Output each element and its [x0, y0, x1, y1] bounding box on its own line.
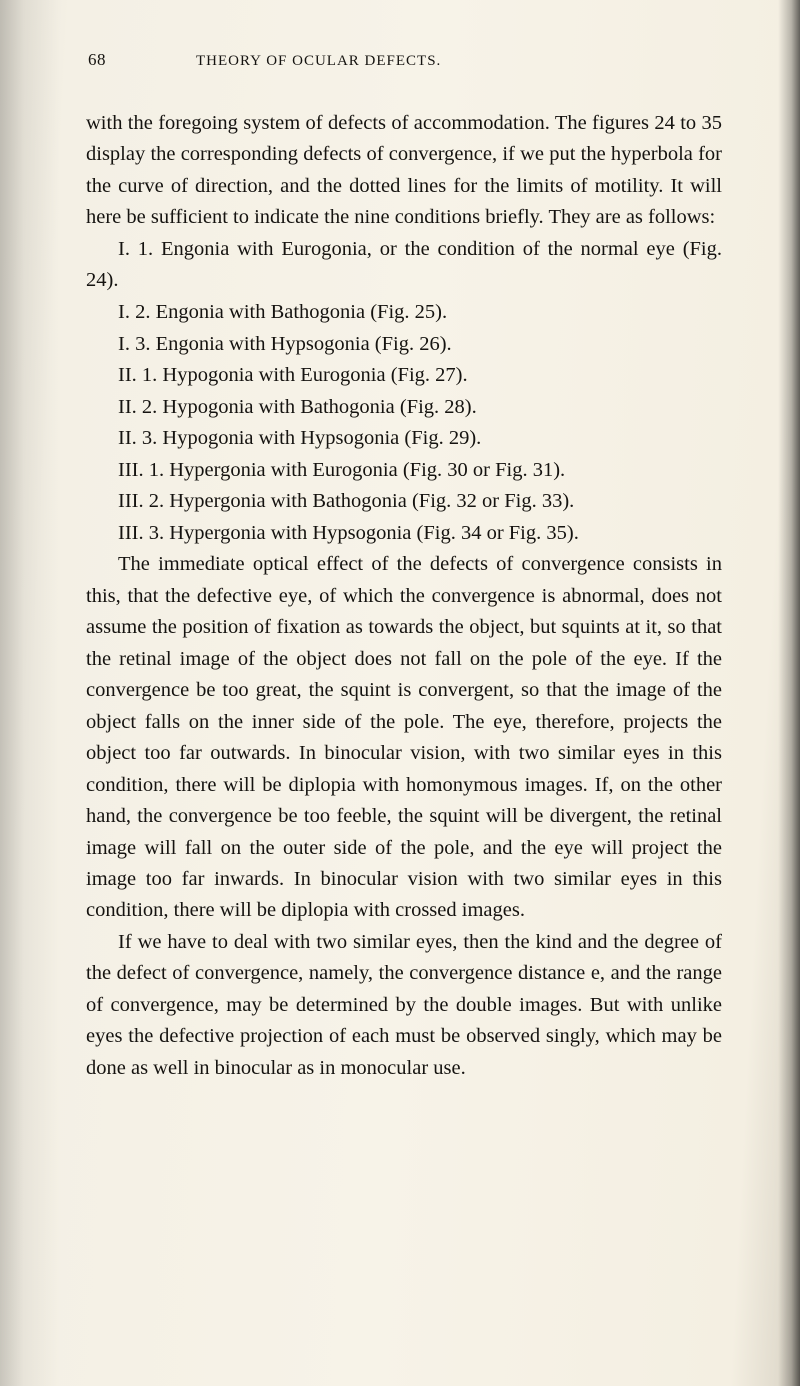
list-item-i-2: I. 2. Engonia with Bathogonia (Fig. 25).: [86, 297, 722, 329]
list-item-iii-2: III. 2. Hypergonia with Bathogonia (Fig.…: [86, 486, 722, 518]
paragraph-similar-eyes: If we have to deal with two similar eyes…: [86, 927, 722, 1084]
conditions-list: I. 1. Engonia with Eurogonia, or the con…: [86, 234, 722, 550]
paragraph-intro: with the foregoing system of defects of …: [86, 108, 722, 234]
list-item-ii-2: II. 2. Hypogonia with Bathogonia (Fig. 2…: [86, 392, 722, 424]
list-item-ii-3: II. 3. Hypogonia with Hypsogonia (Fig. 2…: [86, 423, 722, 455]
page-number: 68: [88, 50, 106, 70]
running-head: 68 THEORY OF OCULAR DEFECTS.: [86, 50, 722, 70]
list-item-i-1: I. 1. Engonia with Eurogonia, or the con…: [86, 234, 722, 297]
running-title: THEORY OF OCULAR DEFECTS.: [196, 53, 441, 70]
page: 68 THEORY OF OCULAR DEFECTS. with the fo…: [0, 0, 800, 1386]
list-item-i-3: I. 3. Engonia with Hypsogonia (Fig. 26).: [86, 329, 722, 361]
list-item-iii-1: III. 1. Hypergonia with Eurogonia (Fig. …: [86, 455, 722, 487]
list-item-iii-3: III. 3. Hypergonia with Hypsogonia (Fig.…: [86, 518, 722, 550]
list-item-ii-1: II. 1. Hypogonia with Eurogonia (Fig. 27…: [86, 360, 722, 392]
paragraph-optical-effect: The immediate optical effect of the defe…: [86, 549, 722, 926]
